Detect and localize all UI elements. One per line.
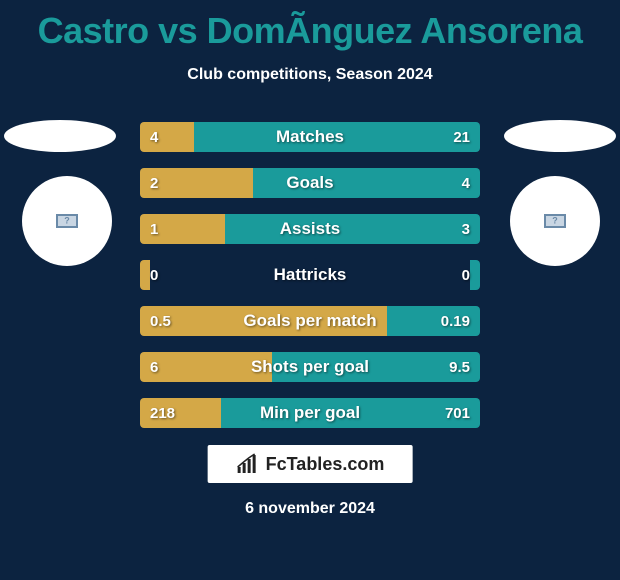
brand-badge: FcTables.com [208,445,413,483]
date-line: 6 november 2024 [0,500,620,518]
brand-text: FcTables.com [266,454,385,475]
stat-label: Goals [140,168,480,198]
player-avatar-left [4,120,116,152]
stat-label: Matches [140,122,480,152]
stat-row: 218701Min per goal [140,398,480,428]
stat-label: Hattricks [140,260,480,290]
stat-row: 0.50.19Goals per match [140,306,480,336]
team-logo-right [510,176,600,266]
subtitle: Club competitions, Season 2024 [0,66,620,84]
stat-row: 421Matches [140,122,480,152]
stat-row: 24Goals [140,168,480,198]
placeholder-icon [544,214,566,228]
team-logo-left [22,176,112,266]
stat-row: 69.5Shots per goal [140,352,480,382]
stat-row: 00Hattricks [140,260,480,290]
stat-label: Goals per match [140,306,480,336]
stat-label: Min per goal [140,398,480,428]
stat-label: Assists [140,214,480,244]
stat-row: 13Assists [140,214,480,244]
stat-label: Shots per goal [140,352,480,382]
player-avatar-right [504,120,616,152]
stats-bars: 421Matches 24Goals 13Assists 00Hattricks 0.5… [140,122,480,444]
brand-chart-icon [236,453,262,475]
page-title: Castro vs DomÃ­nguez Ansorena [0,0,620,52]
placeholder-icon [56,214,78,228]
